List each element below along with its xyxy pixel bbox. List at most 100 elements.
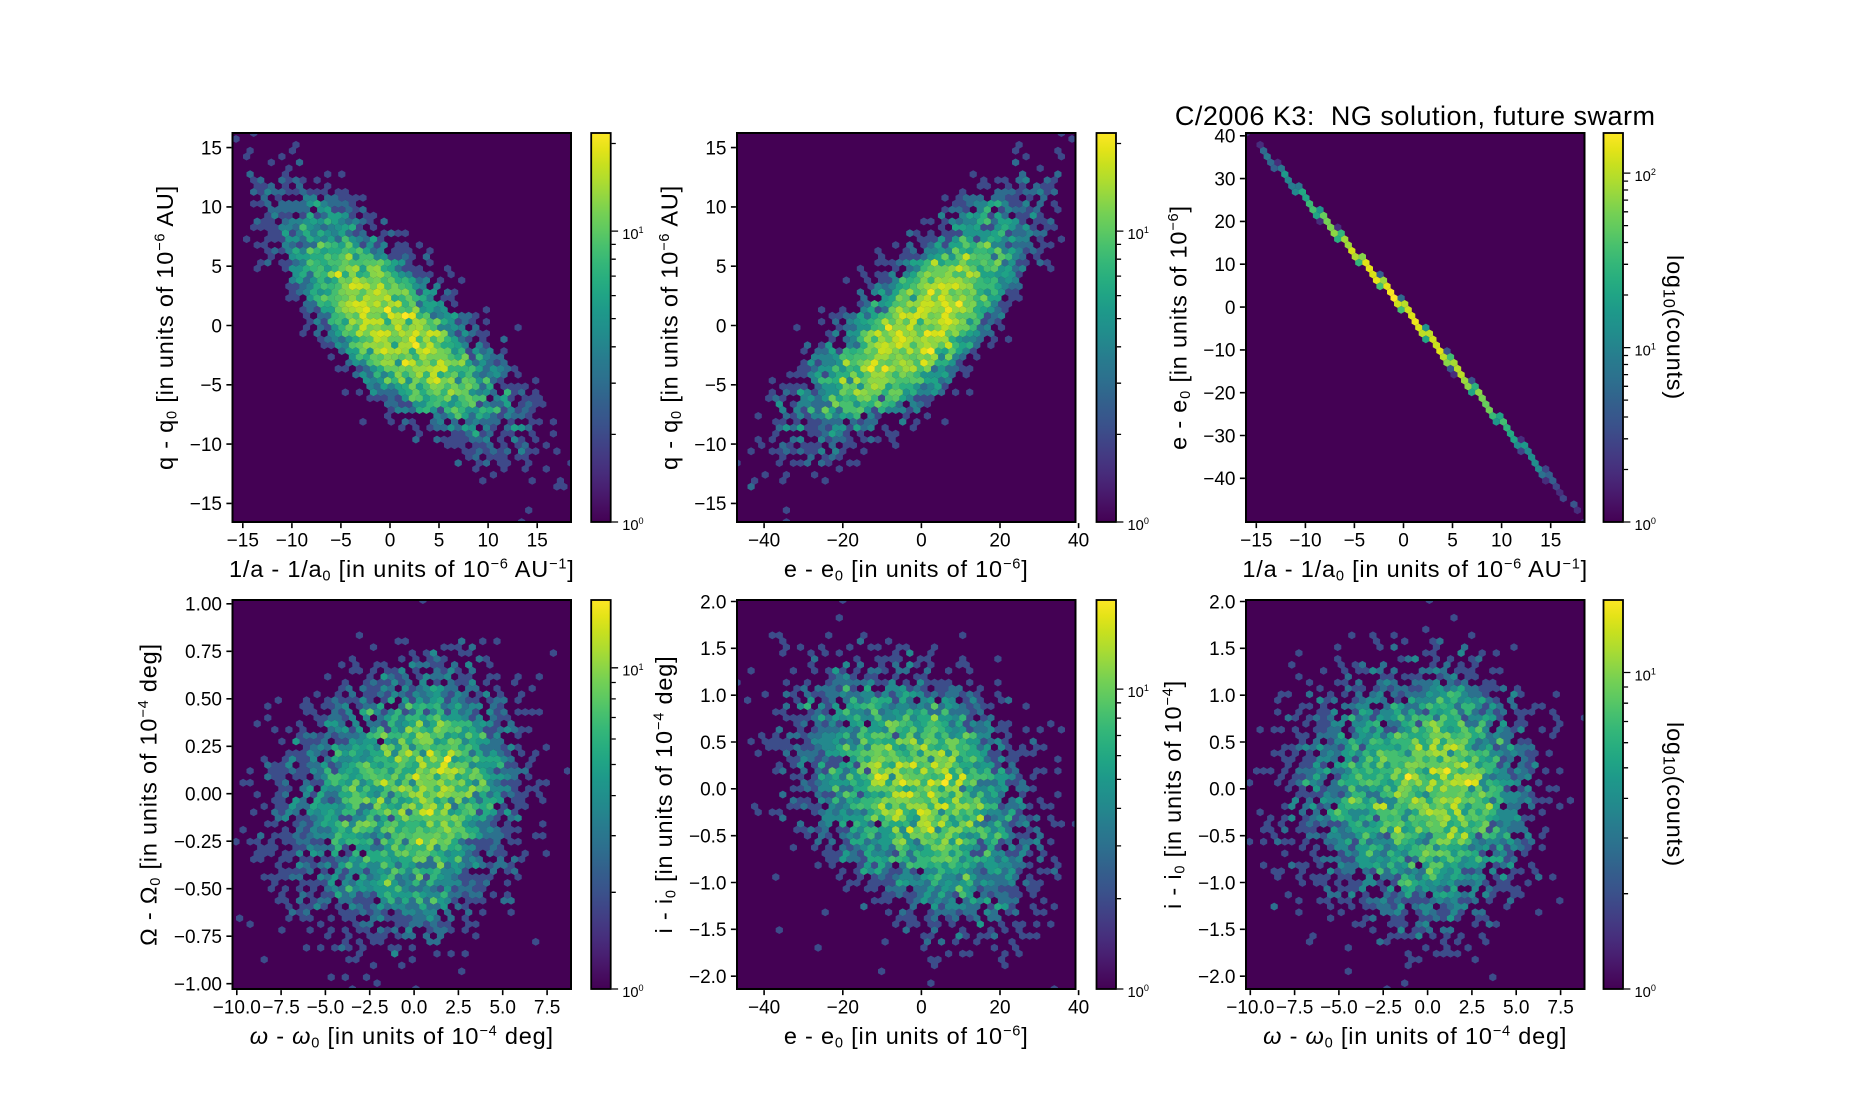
svg-text:0.5: 0.5	[700, 733, 726, 754]
svg-text:−2.5: −2.5	[1364, 998, 1402, 1019]
svg-text:15: 15	[705, 138, 726, 159]
svg-text:−1.5: −1.5	[1198, 920, 1236, 941]
svg-text:0.0: 0.0	[700, 780, 726, 801]
svg-text:0.75: 0.75	[185, 642, 222, 663]
svg-text:10: 10	[1491, 531, 1512, 552]
svg-text:−2.0: −2.0	[1198, 967, 1236, 988]
svg-text:−40: −40	[748, 531, 780, 552]
svg-text:−5: −5	[200, 376, 222, 397]
svg-text:40: 40	[1068, 531, 1089, 552]
svg-text:100: 100	[622, 516, 643, 534]
svg-text:−10: −10	[190, 435, 222, 456]
svg-text:0.25: 0.25	[185, 737, 222, 758]
svg-text:7.5: 7.5	[1547, 998, 1573, 1019]
svg-text:0: 0	[211, 316, 222, 337]
svg-text:ω - ω0​ [in units of 10−4​ deg: ω - ω0​ [in units of 10−4​ deg]	[250, 1023, 554, 1052]
svg-text:1/a - 1/a0​ [in units of 10−6​: 1/a - 1/a0​ [in units of 10−6​ AU−1​]	[229, 556, 575, 585]
svg-text:40: 40	[1068, 998, 1089, 1019]
svg-text:0.50: 0.50	[185, 690, 222, 711]
svg-text:100: 100	[622, 983, 643, 1001]
svg-text:0.0: 0.0	[401, 998, 427, 1019]
svg-text:−15: −15	[1240, 531, 1272, 552]
svg-text:101: 101	[1635, 667, 1656, 685]
svg-text:−30: −30	[1203, 426, 1235, 447]
svg-text:ω - ω0​ [in units of 10−4​ deg: ω - ω0​ [in units of 10−4​ deg]	[1263, 1023, 1567, 1052]
svg-text:0: 0	[916, 998, 927, 1019]
svg-text:−2.0: −2.0	[689, 967, 727, 988]
svg-text:101: 101	[622, 225, 643, 243]
svg-text:−0.75: −0.75	[174, 927, 222, 948]
svg-text:100: 100	[1635, 983, 1656, 1001]
svg-text:10: 10	[201, 198, 222, 219]
svg-text:15: 15	[201, 138, 222, 159]
svg-text:0.00: 0.00	[185, 785, 222, 806]
svg-text:log10(counts): log10(counts)	[1660, 255, 1688, 400]
svg-text:5: 5	[716, 257, 727, 278]
svg-text:1.5: 1.5	[700, 639, 726, 660]
svg-text:q - q0​ [in units of 10−6​ AU]: q - q0​ [in units of 10−6​ AU]	[152, 185, 181, 470]
svg-text:100: 100	[1128, 516, 1149, 534]
svg-text:102: 102	[1635, 167, 1656, 185]
svg-text:−7.5: −7.5	[262, 998, 300, 1019]
svg-text:−1.00: −1.00	[174, 975, 222, 996]
svg-text:0: 0	[1398, 531, 1409, 552]
svg-text:e - e0​ [in units of 10−6​]: e - e0​ [in units of 10−6​]	[784, 1023, 1029, 1052]
svg-text:−10.0: −10.0	[213, 998, 261, 1019]
svg-text:10: 10	[478, 531, 499, 552]
svg-text:101: 101	[1635, 342, 1656, 360]
svg-text:−0.5: −0.5	[689, 827, 727, 848]
svg-text:−10: −10	[694, 435, 726, 456]
svg-text:5: 5	[434, 531, 445, 552]
svg-text:10: 10	[705, 198, 726, 219]
svg-text:5.0: 5.0	[1503, 998, 1529, 1019]
svg-text:101: 101	[1128, 225, 1149, 243]
svg-text:2.0: 2.0	[700, 592, 726, 613]
svg-text:0.5: 0.5	[1209, 733, 1235, 754]
svg-text:−2.5: −2.5	[351, 998, 389, 1019]
svg-text:−5: −5	[330, 531, 352, 552]
svg-text:e - e0​ [in units of 10−6​]: e - e0​ [in units of 10−6​]	[784, 556, 1029, 585]
svg-text:−40: −40	[1203, 469, 1235, 490]
svg-text:15: 15	[1540, 531, 1561, 552]
svg-text:q - q0​ [in units of 10−6​ AU]: q - q0​ [in units of 10−6​ AU]	[657, 185, 686, 470]
svg-text:2.5: 2.5	[1459, 998, 1485, 1019]
svg-text:5: 5	[211, 257, 222, 278]
svg-text:−5.0: −5.0	[1320, 998, 1358, 1019]
svg-text:−1.5: −1.5	[689, 920, 727, 941]
svg-text:101: 101	[1128, 683, 1149, 701]
svg-text:i - i0​ [in units of 10−4​]: i - i0​ [in units of 10−4​]	[1160, 680, 1189, 909]
svg-text:1.0: 1.0	[1209, 686, 1235, 707]
svg-text:Ω - Ω0​ [in units of 10−4​ deg: Ω - Ω0​ [in units of 10−4​ deg]	[136, 643, 165, 946]
svg-text:0.0: 0.0	[1414, 998, 1440, 1019]
svg-text:1.0: 1.0	[700, 686, 726, 707]
svg-text:1.5: 1.5	[1209, 639, 1235, 660]
svg-text:20: 20	[1214, 212, 1235, 233]
svg-text:0: 0	[385, 531, 396, 552]
svg-text:−10: −10	[1203, 341, 1235, 362]
svg-text:15: 15	[527, 531, 548, 552]
svg-text:101: 101	[622, 662, 643, 680]
svg-text:40: 40	[1214, 127, 1235, 148]
svg-text:2.5: 2.5	[445, 998, 471, 1019]
svg-text:−5: −5	[705, 376, 727, 397]
svg-text:5: 5	[1447, 531, 1458, 552]
svg-text:0.0: 0.0	[1209, 780, 1235, 801]
svg-text:−40: −40	[748, 998, 780, 1019]
svg-text:i - i0​ [in units of 10−4​ deg: i - i0​ [in units of 10−4​ deg]	[651, 656, 680, 934]
svg-text:−10: −10	[276, 531, 308, 552]
svg-text:−0.50: −0.50	[174, 880, 222, 901]
svg-text:5.0: 5.0	[489, 998, 515, 1019]
svg-text:−20: −20	[827, 531, 859, 552]
svg-text:10: 10	[1214, 255, 1235, 276]
svg-text:20: 20	[989, 531, 1010, 552]
svg-text:−15: −15	[190, 494, 222, 515]
svg-text:−20: −20	[1203, 384, 1235, 405]
svg-text:C/2006 K3: NG solution, futur: C/2006 K3: NG solution, future swarm	[1175, 101, 1656, 131]
svg-text:2.0: 2.0	[1209, 592, 1235, 613]
svg-text:100: 100	[1128, 983, 1149, 1001]
svg-text:−5.0: −5.0	[307, 998, 345, 1019]
svg-text:−10: −10	[1289, 531, 1321, 552]
svg-text:20: 20	[989, 998, 1010, 1019]
svg-text:−15: −15	[694, 494, 726, 515]
svg-text:−5: −5	[1344, 531, 1366, 552]
